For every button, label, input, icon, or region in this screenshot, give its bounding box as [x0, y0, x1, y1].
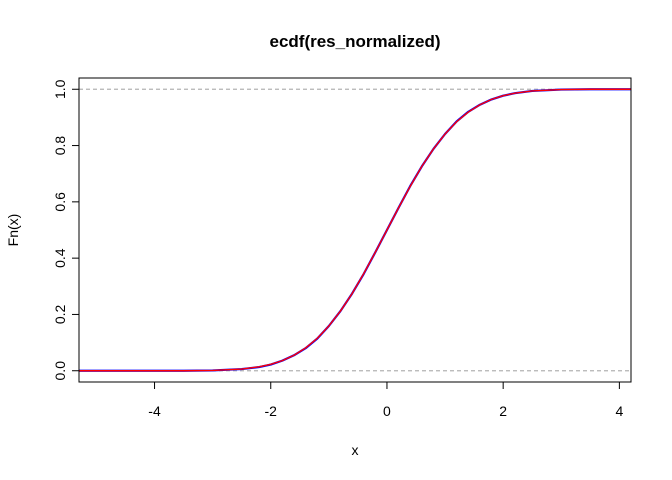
- y-tick-label: 0.2: [52, 305, 68, 325]
- chart-title: ecdf(res_normalized): [270, 32, 441, 51]
- x-tick-label: 4: [615, 403, 623, 419]
- plot-frame: [78, 77, 632, 383]
- y-tick-label: 0.4: [52, 248, 68, 268]
- y-axis: 0.0 0.2 0.4 0.6 0.8 1.0: [52, 79, 80, 381]
- reference-lines: [79, 88, 631, 372]
- y-axis-label: Fn(x): [5, 214, 21, 247]
- y-tick-label: 1.0: [52, 79, 68, 99]
- x-axis: -4 -2 0 2 4: [148, 381, 623, 419]
- x-tick-label: 2: [499, 403, 507, 419]
- x-axis-label: x: [352, 442, 359, 458]
- x-tick-label: -2: [265, 403, 278, 419]
- x-tick-label: -4: [148, 403, 161, 419]
- y-tick-label: 0.0: [52, 361, 68, 381]
- y-tick-label: 0.6: [52, 192, 68, 212]
- series-line-1: [79, 88, 631, 372]
- series-layer: [79, 88, 631, 372]
- y-tick-label: 0.8: [52, 136, 68, 156]
- x-tick-label: 0: [383, 403, 391, 419]
- series-line-2: [79, 88, 631, 372]
